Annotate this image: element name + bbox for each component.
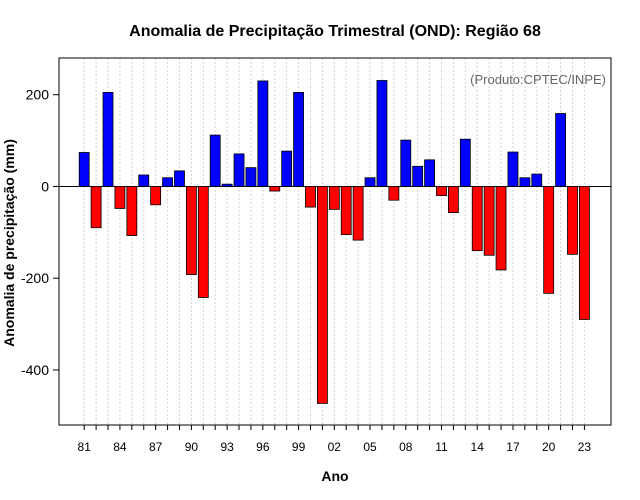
bar-98 <box>281 150 293 187</box>
x-axis: 81 84 87 90 93 96 99 02 05 08 11 14 17 20 23 <box>78 425 592 454</box>
bar-92 <box>209 134 221 187</box>
y-axis: 200 0 -200 -400 <box>21 87 59 378</box>
bar-82 <box>90 186 102 229</box>
grid-lines <box>83 58 585 425</box>
bar-02 <box>328 186 340 210</box>
bar-21 <box>555 113 566 187</box>
bar-05 <box>364 177 376 187</box>
x-tick-label: 20 <box>542 440 556 454</box>
bar-20 <box>543 186 555 294</box>
bar-23 <box>579 186 590 320</box>
bar-91 <box>197 186 209 298</box>
bar-10 <box>424 159 435 187</box>
bar-18 <box>519 177 531 187</box>
bar-99 <box>293 92 304 187</box>
bar-00 <box>305 186 316 208</box>
x-tick-label: 02 <box>328 440 342 454</box>
bars <box>78 80 590 404</box>
bar-06 <box>376 80 388 187</box>
x-axis-label: Ano <box>321 468 348 484</box>
y-tick-label: -200 <box>21 270 49 286</box>
y-tick-label: -400 <box>21 362 49 378</box>
x-tick-label: 96 <box>256 440 270 454</box>
bar-01 <box>316 186 328 404</box>
bar-85 <box>126 186 138 236</box>
plot-frame <box>58 57 612 426</box>
x-tick-label: 08 <box>399 440 413 454</box>
bar-97 <box>269 186 281 192</box>
bar-89 <box>174 170 185 187</box>
bar-90 <box>185 186 197 275</box>
x-tick-label: 23 <box>578 440 592 454</box>
x-tick-label: 87 <box>149 440 163 454</box>
bar-08 <box>400 139 412 187</box>
bar-15 <box>483 186 495 256</box>
x-tick-label: 93 <box>220 440 234 454</box>
x-tick-label: 81 <box>78 440 92 454</box>
bar-19 <box>531 173 543 187</box>
bar-95 <box>245 167 257 187</box>
bar-81 <box>78 152 90 187</box>
x-tick-label: 99 <box>292 440 306 454</box>
x-tick-label: 14 <box>471 440 485 454</box>
y-axis-label: Anomalia de precipitação (mm) <box>1 139 17 347</box>
x-tick-label: 90 <box>185 440 199 454</box>
bar-93 <box>221 183 233 187</box>
bar-03 <box>340 186 352 236</box>
bar-94 <box>233 153 245 187</box>
y-tick-label: 200 <box>26 87 50 103</box>
bar-88 <box>162 177 173 187</box>
bar-13 <box>459 138 471 187</box>
credit-label: (Produto:CPTEC/INPE) <box>470 72 606 87</box>
x-tick-label: 84 <box>113 440 127 454</box>
bar-04 <box>352 186 364 241</box>
bar-86 <box>138 174 150 187</box>
bar-14 <box>471 186 483 252</box>
bar-96 <box>257 80 269 187</box>
x-tick-label: 05 <box>363 440 377 454</box>
bar-17 <box>507 151 519 187</box>
bar-16 <box>495 186 507 271</box>
bar-12 <box>448 186 459 213</box>
bar-11 <box>436 186 447 197</box>
bar-84 <box>114 186 126 209</box>
x-tick-label: 11 <box>435 440 448 454</box>
bar-22 <box>567 186 578 255</box>
bar-83 <box>102 92 114 187</box>
bar-87 <box>150 186 162 206</box>
chart-title: Anomalia de Precipitação Trimestral (OND… <box>129 23 541 40</box>
y-tick-label: 0 <box>41 178 49 194</box>
bar-07 <box>388 186 400 201</box>
bar-09 <box>412 165 424 187</box>
x-tick-label: 17 <box>506 440 520 454</box>
